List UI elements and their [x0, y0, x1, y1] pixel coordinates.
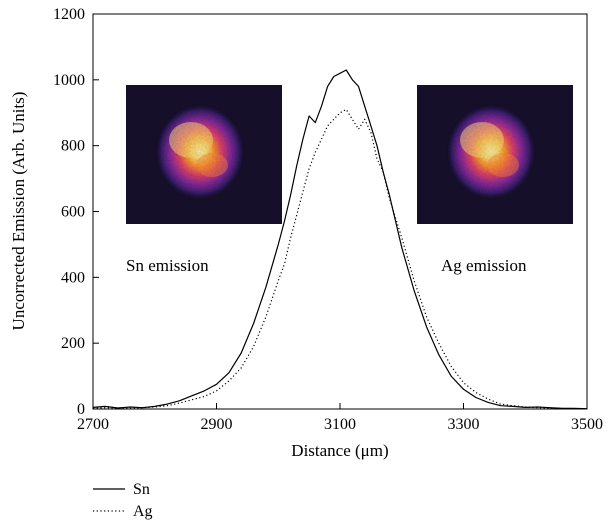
legend-label-ag: Ag — [133, 503, 153, 520]
y-tick-label: 1000 — [53, 72, 85, 89]
x-tick-label: 2700 — [77, 416, 109, 433]
ag-emission-label: Ag emission — [441, 256, 527, 275]
series-line-sn — [92, 69, 588, 410]
y-tick-label: 200 — [61, 335, 85, 352]
y-tick-label: 0 — [77, 401, 85, 418]
x-tick-label: 2900 — [201, 416, 233, 433]
legend: Sn Ag — [93, 481, 153, 520]
series-layer — [92, 69, 588, 410]
x-tick-label: 3500 — [571, 416, 603, 433]
y-tick-label: 800 — [61, 138, 85, 155]
y-axis-ticks: 0 200 400 600 800 1000 1200 — [53, 6, 99, 418]
legend-label-sn: Sn — [133, 481, 150, 498]
ag-inset-image — [417, 85, 573, 224]
x-tick-label: 3300 — [448, 416, 480, 433]
y-tick-label: 600 — [61, 204, 85, 221]
y-axis-title: Uncorrected Emission (Arb. Units) — [9, 92, 28, 331]
sn-emission-label: Sn emission — [126, 256, 209, 275]
x-axis-ticks: 2700 2900 3100 3300 3500 — [77, 403, 603, 433]
x-axis-title: Distance (μm) — [291, 441, 388, 460]
x-tick-label: 3100 — [324, 416, 356, 433]
y-tick-label: 1200 — [53, 6, 85, 23]
sn-inset-image — [126, 85, 282, 224]
y-tick-label: 400 — [61, 269, 85, 286]
series-line-ag — [92, 108, 587, 410]
